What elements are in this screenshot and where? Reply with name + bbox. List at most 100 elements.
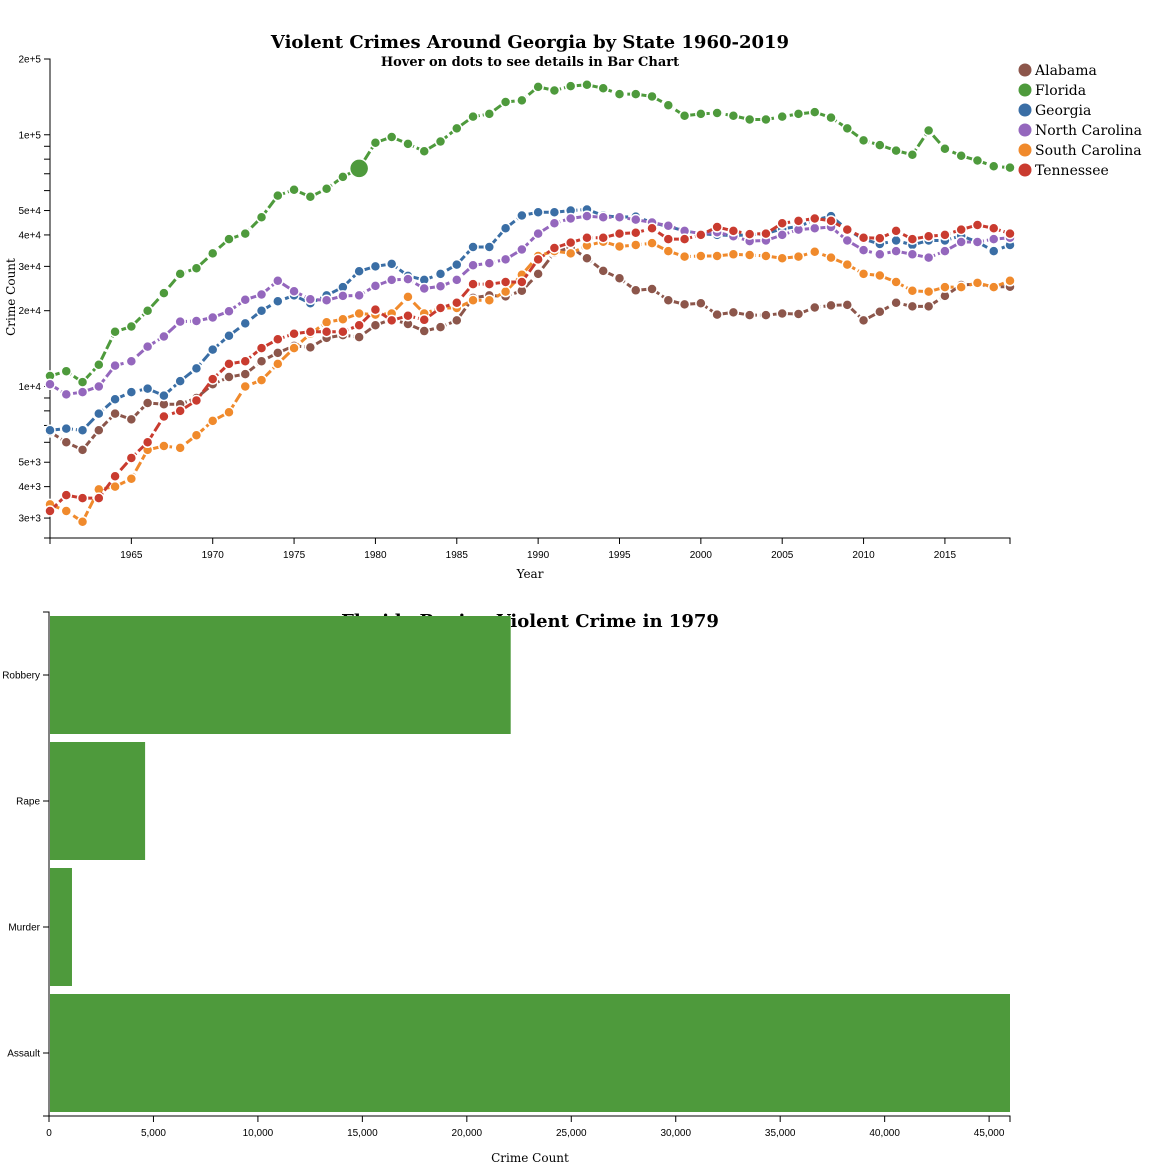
data-point[interactable] [272,358,284,370]
data-point[interactable] [922,285,935,298]
data-point[interactable] [792,108,805,120]
data-point[interactable] [93,407,105,420]
data-point[interactable] [906,248,919,261]
data-point[interactable] [662,220,675,232]
data-point[interactable] [337,325,349,338]
data-point[interactable] [418,325,430,337]
data-point[interactable] [548,217,561,230]
data-point[interactable] [483,294,496,307]
data-point[interactable] [337,171,349,183]
data-point[interactable] [174,405,186,417]
data-point[interactable] [467,294,479,307]
data-point[interactable] [272,275,284,287]
data-point[interactable] [369,260,382,273]
data-point[interactable] [743,249,756,261]
data-point[interactable] [255,355,268,367]
data-point[interactable] [60,505,73,517]
data-point[interactable] [711,107,723,119]
data-point[interactable] [890,144,902,157]
data-point[interactable] [174,268,186,280]
data-point[interactable] [467,259,479,272]
data-point[interactable] [418,282,430,295]
data-point[interactable] [955,281,967,293]
data-point[interactable] [499,253,512,266]
data-point[interactable] [776,217,788,230]
data-point[interactable] [727,306,740,319]
data-point[interactable] [939,281,951,293]
data-point[interactable] [223,371,235,383]
data-point[interactable] [76,424,89,436]
data-point[interactable] [548,242,561,254]
data-point[interactable] [255,342,268,354]
data-point[interactable] [776,229,788,241]
data-point[interactable] [695,297,707,310]
data-point[interactable] [776,307,788,320]
data-point[interactable] [451,314,463,327]
data-point[interactable] [874,232,886,245]
data-point[interactable] [239,317,251,330]
data-point[interactable] [239,380,251,393]
data-point[interactable] [906,300,919,313]
data-point[interactable] [434,280,447,293]
data-point[interactable] [695,229,707,241]
data-point[interactable] [516,243,528,256]
data-point[interactable] [109,407,121,420]
data-point[interactable] [239,294,251,306]
data-point[interactable] [662,233,675,245]
data-point[interactable] [320,183,333,195]
data-point[interactable] [206,343,219,356]
data-point[interactable] [581,79,593,91]
data-point[interactable] [532,227,544,240]
data-point[interactable] [971,219,984,231]
data-point[interactable] [809,106,821,118]
data-point[interactable] [630,213,642,226]
data-point[interactable] [532,268,544,280]
data-point[interactable] [760,113,772,126]
data-point[interactable] [93,380,105,393]
data-point[interactable] [841,299,854,311]
data-point[interactable] [516,276,528,288]
data-point[interactable] [369,303,382,316]
data-point[interactable] [841,234,854,247]
data-point[interactable] [987,233,1000,245]
data-point[interactable] [369,319,382,332]
data-point[interactable] [141,340,154,353]
data-point[interactable] [223,330,235,342]
data-point[interactable] [646,237,658,249]
data-point[interactable] [825,111,837,124]
data-point[interactable] [825,299,837,312]
data-point[interactable] [93,492,105,504]
data-point[interactable] [76,386,89,398]
data-point[interactable] [922,124,935,137]
data-point[interactable] [255,374,268,386]
data-point[interactable] [369,280,382,292]
data-point[interactable] [288,183,300,196]
data-point[interactable] [483,278,496,290]
data-point[interactable] [44,378,56,391]
data-point[interactable] [272,189,284,202]
data-point[interactable] [727,248,740,261]
data-point[interactable] [564,247,577,260]
data-point[interactable] [613,88,626,100]
data-point[interactable] [60,388,73,401]
data-point[interactable] [890,225,902,237]
data-point[interactable] [60,365,73,377]
data-point[interactable] [939,245,951,257]
data-point[interactable] [451,122,463,135]
data-point[interactable] [711,250,723,262]
data-point[interactable] [272,295,284,308]
data-point[interactable] [857,314,870,327]
data-point[interactable] [809,301,821,314]
data-point[interactable] [1004,227,1016,240]
data-point[interactable] [646,222,658,235]
data-point[interactable] [190,262,203,274]
data-point[interactable] [841,223,854,236]
data-point[interactable] [890,245,902,257]
data-point[interactable] [597,231,609,244]
data-point[interactable] [158,389,170,402]
data-point[interactable] [532,206,544,219]
data-point[interactable] [272,333,284,346]
data-point[interactable] [402,138,414,150]
data-point[interactable] [646,283,658,295]
data-point[interactable] [727,110,740,122]
